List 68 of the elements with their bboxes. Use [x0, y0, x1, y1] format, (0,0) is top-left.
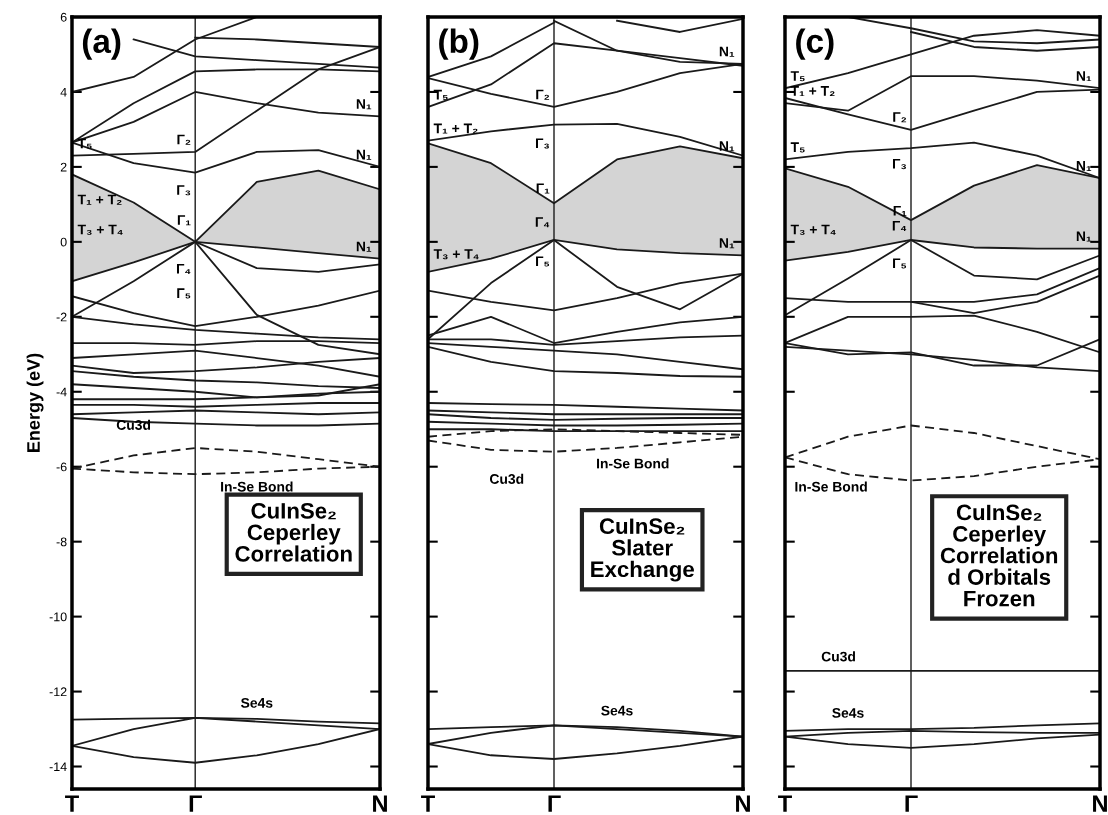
x-tick-label: Γ [189, 795, 202, 812]
annotation: T₅ [790, 142, 805, 153]
y-axis-title: Energy (eV) [26, 353, 44, 452]
annotation: Γ₄ [176, 264, 191, 274]
x-tick-label: Γ [905, 795, 918, 812]
annotation: Γ₂ [177, 134, 191, 145]
annotation: Γ₂ [893, 112, 907, 123]
y-tick-label: -4 [56, 387, 67, 397]
chart-title: (c) [796, 28, 834, 60]
annotation: Γ₃ [535, 138, 550, 149]
annotation: Se4s [601, 705, 633, 716]
annotation: In-Se Bond [221, 481, 293, 492]
annotation: CuInSe₂ Ceperley Correlation d Orbitals Frozen [940, 504, 1058, 607]
annotation: T₅ [790, 71, 805, 82]
annotation: Γ₁ [177, 215, 191, 226]
annotation: Γ₁ [536, 183, 550, 194]
annotation: T₃ + T₄ [790, 224, 836, 235]
x-tick-label: N [736, 795, 750, 812]
y-tick-label: 6 [60, 12, 67, 22]
annotation: N₁ [1076, 231, 1092, 242]
annotation: In-Se Bond [597, 458, 669, 469]
chart-title: (a) [82, 28, 121, 60]
annotation: Cu3d [821, 651, 855, 662]
annotation: N₁ [356, 99, 372, 110]
x-tick-label: N [1093, 795, 1107, 812]
annotation: N₁ [1076, 71, 1092, 82]
annotation: Cu3d [489, 473, 524, 484]
annotation: Γ₄ [535, 217, 550, 228]
y-tick-label: 2 [60, 162, 67, 172]
y-tick-label: 4 [60, 87, 67, 97]
x-tick-label: Γ [548, 795, 561, 812]
y-tick-label: 0 [60, 237, 67, 247]
chart-title: (b) [439, 28, 479, 60]
y-tick-label: -14 [49, 762, 67, 772]
annotation: Γ₅ [893, 258, 907, 269]
annotation: Γ₄ [892, 220, 907, 231]
y-tick-label: -12 [49, 687, 67, 697]
y-tick-label: -2 [56, 312, 67, 322]
annotation: Cu3d [116, 419, 151, 430]
annotation: T₃ + T₄ [77, 224, 123, 235]
y-tick-label: -10 [49, 612, 67, 622]
annotation: CuInSe₂ Ceperley Correlation [235, 502, 352, 562]
annotation: In-Se Bond [795, 481, 867, 492]
annotation: N₁ [719, 141, 735, 152]
annotation: N₁ [356, 149, 372, 160]
annotation: N₁ [356, 241, 372, 252]
annotation: N₁ [719, 238, 735, 249]
annotation: Γ₅ [177, 288, 191, 299]
x-tick-label: N [373, 795, 387, 812]
y-tick-label: -8 [56, 537, 67, 547]
annotation: T₁ + T₂ [433, 123, 478, 134]
annotation: Γ₅ [536, 256, 550, 267]
annotation: N₁ [719, 46, 735, 57]
annotation: Γ₁ [893, 205, 907, 216]
y-tick-label: -6 [56, 462, 67, 472]
annotation: CuInSe₂ Slater Exchange [591, 518, 694, 582]
annotation: N₁ [1076, 161, 1092, 172]
x-tick-label: T [778, 795, 792, 812]
annotation: T₁ + T₂ [790, 86, 835, 97]
annotation: T₃ + T₄ [433, 249, 479, 260]
annotation: Γ₃ [892, 159, 907, 170]
x-tick-label: T [65, 795, 79, 812]
x-tick-label: T [421, 795, 435, 812]
annotation: Se4s [240, 697, 273, 708]
annotation: Γ₃ [177, 185, 191, 196]
annotation: Se4s [832, 708, 864, 718]
annotation: T₁ + T₂ [77, 194, 122, 205]
annotation: Γ₂ [536, 89, 550, 100]
